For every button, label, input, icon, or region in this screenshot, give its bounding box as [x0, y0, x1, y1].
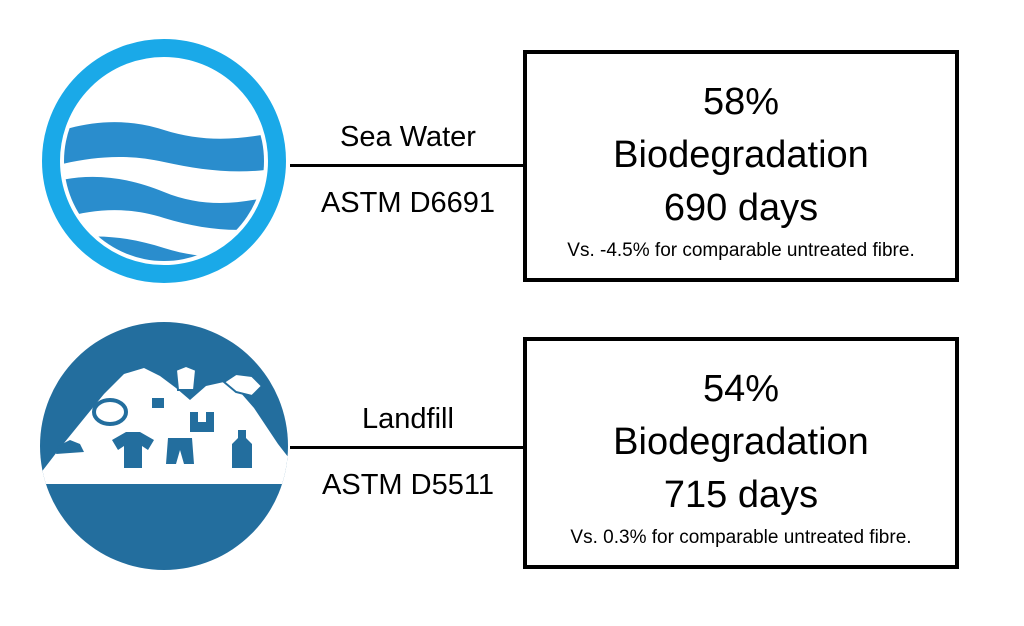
sea-water-percentage: 58%	[702, 81, 780, 123]
landfill-metric: Biodegradation	[613, 421, 869, 463]
sea-water-standard: ASTM D6691	[320, 187, 496, 219]
landfill-comparison: Vs. 0.3% for comparable untreated fibre.	[570, 527, 912, 548]
landfill-result-box: 54% Biodegradation 715 days Vs. 0.3% for…	[523, 337, 959, 569]
landfill-connector-line	[290, 446, 525, 449]
landfill-percentage: 54%	[702, 368, 780, 410]
sea-water-label: Sea Water	[340, 121, 476, 153]
landfill-duration: 715 days	[663, 474, 819, 516]
sea-water-icon	[42, 39, 286, 283]
sea-water-connector-line	[290, 164, 525, 167]
landfill-icon	[40, 322, 288, 570]
landfill-row: Landfill ASTM D5511 54% Biodegradation 7…	[0, 310, 1024, 626]
sea-water-comparison: Vs. -4.5% for comparable untreated fibre…	[567, 240, 915, 261]
landfill-standard: ASTM D5511	[322, 469, 494, 501]
sea-water-row: Sea Water ASTM D6691 58% Biodegradation …	[0, 0, 1024, 310]
sea-water-metric: Biodegradation	[613, 134, 869, 176]
sea-water-duration: 690 days	[663, 187, 819, 229]
sea-water-result-box: 58% Biodegradation 690 days Vs. -4.5% fo…	[523, 50, 959, 282]
landfill-label: Landfill	[362, 403, 454, 435]
